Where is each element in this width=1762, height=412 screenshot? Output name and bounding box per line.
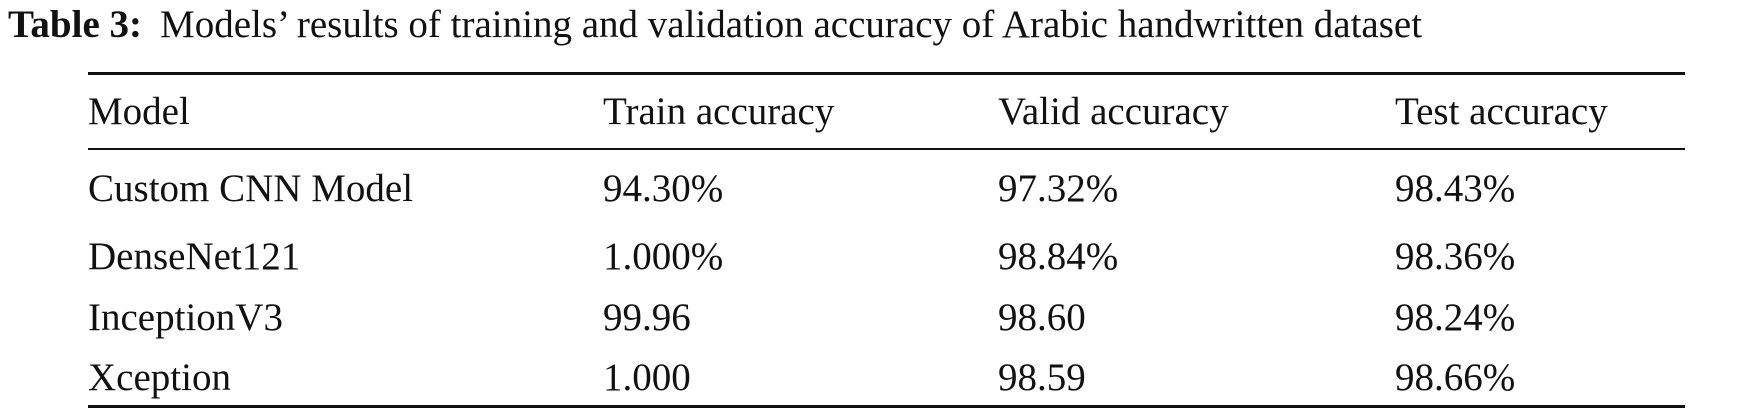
header-valid-accuracy: Valid accuracy [998,90,1229,133]
cell-model: InceptionV3 [88,296,283,339]
cell-train-accuracy: 1.000% [603,235,724,278]
header-model: Model [88,90,190,133]
caption-text: Models’ results of training and validati… [160,3,1423,46]
table-row: Custom CNN Model 94.30% 97.32% 98.43% [88,148,1685,226]
cell-train-accuracy: 94.30% [603,166,724,210]
table-header-rule [88,148,1685,150]
header-train-accuracy: Train accuracy [603,90,835,133]
cell-valid-accuracy: 98.84% [998,235,1119,278]
cell-train-accuracy: 1.000 [603,355,691,399]
table-row: DenseNet121 1.000% 98.84% 98.36% [88,226,1685,287]
table-row: Xception 1.000 98.59 98.66% [88,348,1685,406]
cell-model: Custom CNN Model [88,166,414,210]
cell-valid-accuracy: 98.59 [998,355,1086,399]
cell-model: DenseNet121 [88,235,301,278]
table-caption: Table 3: Models’ results of training and … [8,0,1758,50]
cell-test-accuracy: 98.36% [1395,235,1516,278]
cell-model: Xception [88,355,231,399]
table-top-rule [88,72,1685,75]
table-bottom-rule [88,405,1685,408]
cell-test-accuracy: 98.66% [1395,355,1516,399]
caption-label: Table 3: [8,3,143,46]
cell-train-accuracy: 99.96 [603,296,691,339]
results-table: Model Train accuracy Valid accuracy Test… [88,75,1685,406]
cell-valid-accuracy: 98.60 [998,296,1086,339]
cell-test-accuracy: 98.43% [1395,166,1516,210]
cell-valid-accuracy: 97.32% [998,166,1119,210]
cell-test-accuracy: 98.24% [1395,296,1516,339]
table-header-row: Model Train accuracy Valid accuracy Test… [88,75,1685,148]
table-row: InceptionV3 99.96 98.60 98.24% [88,287,1685,348]
header-test-accuracy: Test accuracy [1395,90,1608,133]
